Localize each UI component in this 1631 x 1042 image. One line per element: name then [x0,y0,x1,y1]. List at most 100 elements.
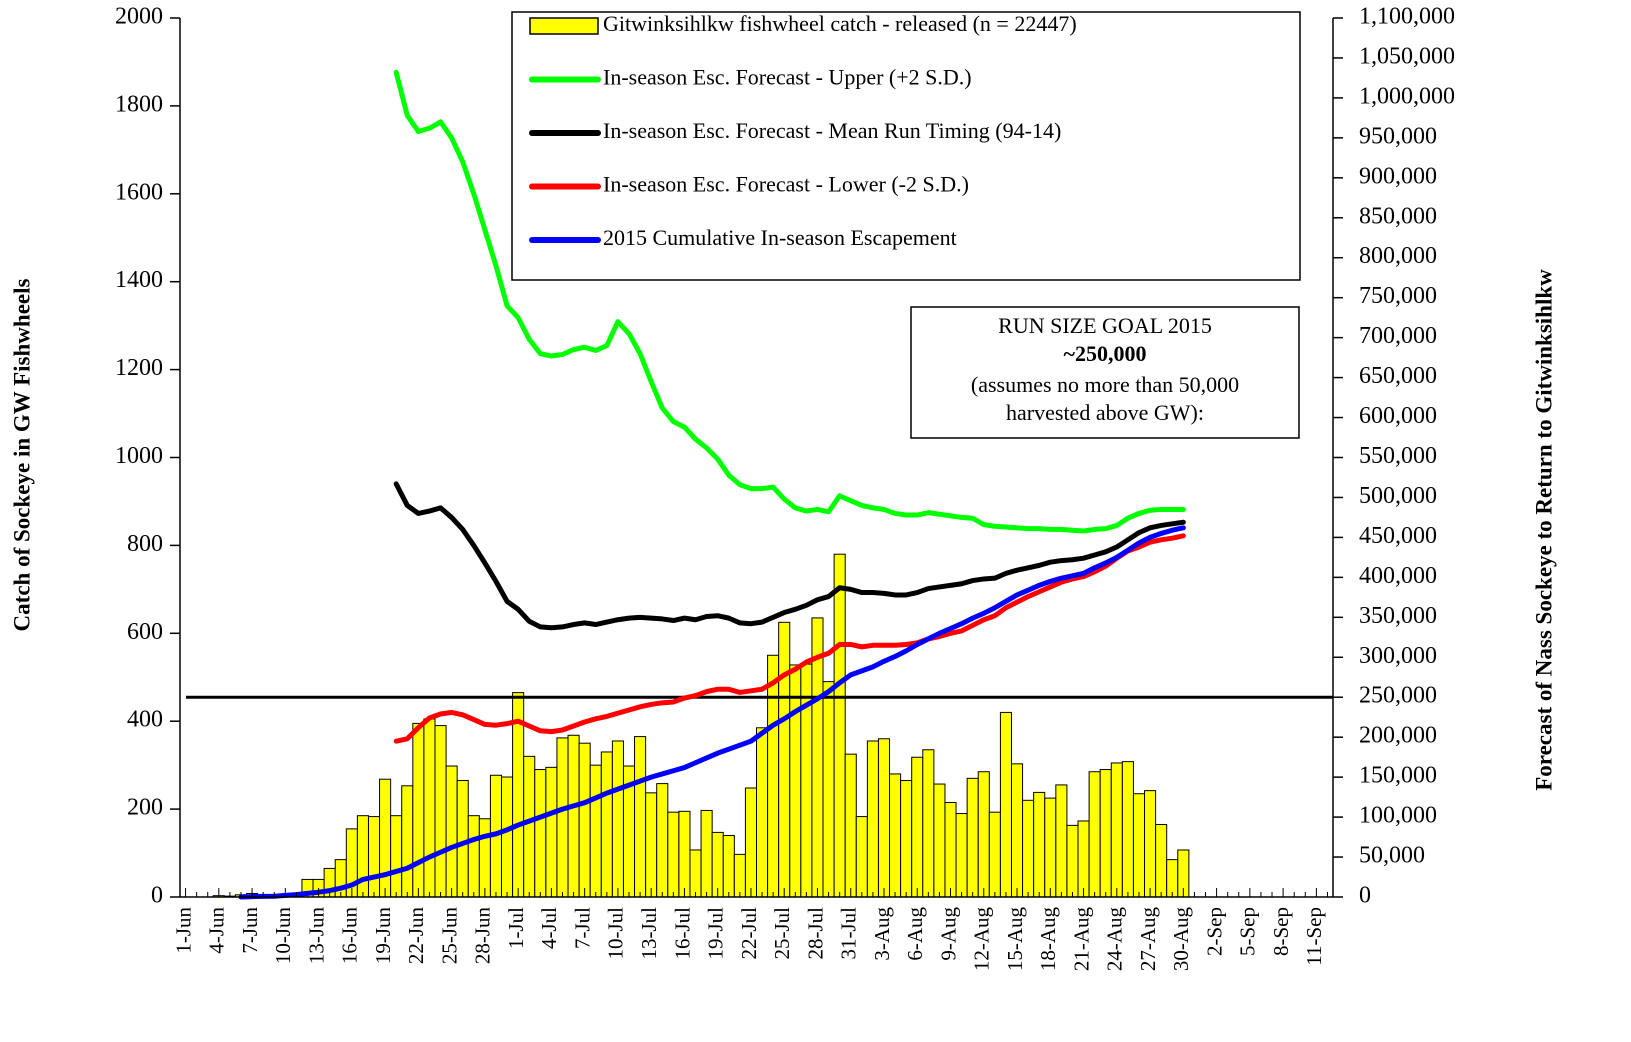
bar [678,810,691,898]
bar [1144,790,1157,898]
x-tick-label: 8-Sep [1269,907,1293,956]
y-tick-label: 400 [127,707,163,733]
legend-label: In-season Esc. Forecast - Mean Run Timin… [603,118,1061,143]
bar [1110,762,1123,898]
bar [445,765,458,898]
annotation-text: harvested above GW): [1006,400,1204,425]
y2-tick-label: 1,000,000 [1359,83,1455,109]
annotation-text: (assumes no more than 50,000 [971,372,1239,397]
legend-label: 2015 Cumulative In-season Escapement [603,225,957,250]
x-tick-label: 10-Jun [271,907,295,965]
x-tick-label: 28-Jun [471,907,495,965]
y-tick-label: 1000 [115,443,163,469]
bar [966,777,979,898]
x-tick-label: 12-Aug [970,907,994,972]
bar [589,764,602,898]
bar [833,553,846,898]
x-tick-label: 5-Sep [1236,907,1260,956]
bar [933,783,946,898]
annotation-text: ~250,000 [1064,341,1147,366]
bar [1044,797,1057,898]
y2-tick-label: 1,050,000 [1359,43,1455,69]
bar [1166,859,1179,898]
bar [999,711,1012,898]
x-tick-label: 28-Jul [803,907,827,960]
bar [866,740,879,898]
y2-tick-label: 350,000 [1359,603,1437,629]
bar [889,773,902,898]
legend-box [511,11,1301,281]
x-tick-label: 16-Jul [670,907,694,960]
bar [1033,791,1046,898]
x-tick-label: 25-Jun [437,907,461,965]
bar [656,783,669,898]
x-tick-label: 1-Jul [504,907,528,949]
y2-tick-label: 0 [1359,883,1371,909]
bar [434,725,447,898]
y2-tick-label: 750,000 [1359,283,1437,309]
bar [744,787,757,898]
bar [1010,763,1024,898]
bar [534,769,547,898]
y2-tick-label: 550,000 [1359,443,1437,469]
bar [1155,823,1168,898]
bar [600,751,613,898]
bar [700,809,713,898]
bar [401,785,414,898]
y2-tick-label: 1,100,000 [1359,4,1455,30]
y-tick-label: 600 [127,619,163,645]
x-tick-label: 30-Aug [1169,907,1193,972]
x-tick-label: 13-Jun [304,907,328,965]
legend-label: Gitwinksihlkw fishwheel catch - released… [603,11,1077,36]
bar [911,756,924,898]
bar [756,727,769,898]
bar [478,818,491,898]
x-tick-label: 7-Jun [238,907,262,954]
bar [379,778,392,898]
y-tick-label: 1800 [115,91,163,117]
bar [922,749,935,898]
y2-tick-label: 850,000 [1359,203,1437,229]
bar [423,718,436,898]
bar [367,816,381,898]
bar [611,740,624,898]
y2-tick-label: 300,000 [1359,643,1437,669]
bar [722,834,735,898]
bar [800,663,813,898]
y-axis-label: Catch of Sockeye in GW Fishwheels [9,279,34,632]
y-tick-label: 1600 [115,179,163,205]
y2-tick-label: 500,000 [1359,483,1437,509]
bar [412,722,425,898]
bar [467,815,480,898]
bar [844,753,857,898]
bar [944,802,957,898]
x-tick-label: 19-Jul [704,907,728,960]
bar [988,811,1001,898]
annotation-text: RUN SIZE GOAL 2015 [998,313,1212,338]
y2-tick-label: 950,000 [1359,123,1437,149]
bar [1088,771,1101,898]
x-tick-label: 4-Jun [205,907,229,954]
x-tick-label: 18-Aug [1036,907,1060,972]
line-series [238,525,1186,900]
y2-tick-label: 450,000 [1359,523,1437,549]
bar [390,815,403,898]
x-tick-label: 31-Jul [837,907,861,960]
y2-tick-label: 700,000 [1359,323,1437,349]
annotation: RUN SIZE GOAL 2015 ~250,000 (assumes no mo… [910,306,1300,439]
bar [556,737,569,898]
bar [501,776,514,898]
bar [733,853,746,898]
y-tick-label: 1400 [115,267,163,293]
x-tick-label: 4-Jul [537,907,561,949]
x-tick-label: 25-Jul [770,907,794,960]
bar [523,755,536,898]
y2-tick-label: 900,000 [1359,163,1437,189]
x-tick-label: 3-Aug [870,907,894,961]
x-tick-label: 6-Aug [903,907,927,961]
bar [711,831,724,898]
annotation-box [910,306,1300,439]
bar [1099,769,1112,898]
bar [567,734,580,898]
